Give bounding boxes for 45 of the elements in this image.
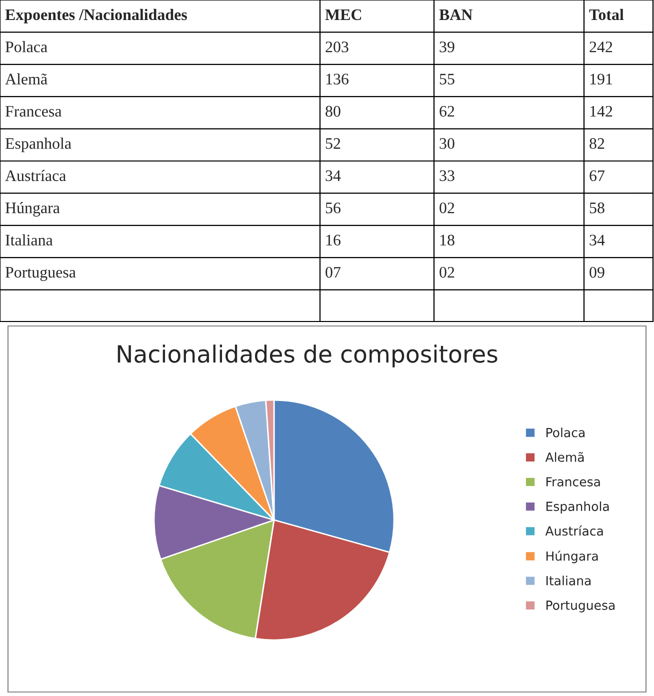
legend-label: Austríaca bbox=[545, 526, 603, 536]
data-label: 09 bbox=[590, 266, 604, 278]
data-label: 142 bbox=[590, 106, 612, 117]
text: BAN bbox=[439, 9, 473, 20]
category-label: Alemã bbox=[5, 73, 48, 84]
data-label: 34 bbox=[326, 170, 341, 182]
category-label: Italiana bbox=[6, 234, 53, 246]
data-label: 62 bbox=[440, 106, 454, 117]
legend-label: Polaca bbox=[546, 428, 585, 438]
chart-title: Nacionalidades de compositores bbox=[118, 344, 498, 368]
data-label: 82 bbox=[590, 138, 604, 149]
data-label: 58 bbox=[590, 202, 604, 214]
category-label: Austríaca bbox=[5, 170, 66, 182]
data-label: 56 bbox=[326, 202, 340, 214]
legend-label: Portuguesa bbox=[546, 600, 615, 612]
data-label: 16 bbox=[326, 234, 340, 246]
text: Expoentes /Nacionalidades bbox=[5, 8, 187, 24]
category-label: Polaca bbox=[5, 41, 48, 52]
category-label: Portuguesa bbox=[5, 267, 76, 281]
data-label: 80 bbox=[326, 106, 340, 117]
category-label: Espanhola bbox=[5, 138, 72, 152]
text: MEC bbox=[325, 9, 362, 20]
data-label: 07 bbox=[326, 266, 341, 278]
data-label: 02 bbox=[440, 266, 454, 278]
data-label: 39 bbox=[440, 42, 454, 52]
data-label: 136 bbox=[326, 74, 348, 84]
data-label: 30 bbox=[440, 138, 454, 149]
category-label: Francesa bbox=[5, 106, 62, 117]
data-label: 67 bbox=[590, 170, 605, 182]
data-label: 02 bbox=[440, 202, 454, 214]
data-label: 34 bbox=[590, 234, 605, 246]
data-label: 242 bbox=[590, 42, 612, 52]
legend-label: Espanhola bbox=[546, 501, 609, 514]
text: Total bbox=[589, 8, 624, 20]
data-label: 18 bbox=[440, 234, 454, 246]
legend-label: Húngara bbox=[546, 550, 598, 564]
data-label: 191 bbox=[590, 74, 612, 84]
data-label: 55 bbox=[440, 74, 454, 84]
category-label: Húngara bbox=[5, 202, 60, 217]
data-label: 203 bbox=[326, 42, 348, 52]
legend-label: Alemã bbox=[545, 452, 584, 462]
legend-label: Italiana bbox=[546, 576, 591, 586]
data-label: 52 bbox=[326, 138, 340, 149]
legend-label: Francesa bbox=[546, 477, 600, 486]
data-label: 33 bbox=[440, 170, 454, 182]
